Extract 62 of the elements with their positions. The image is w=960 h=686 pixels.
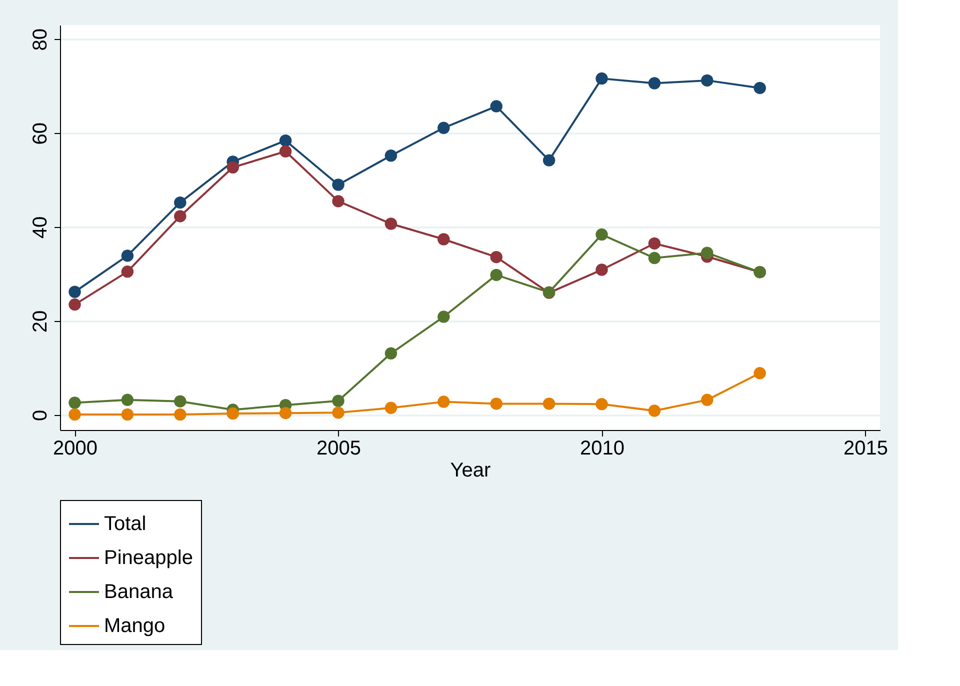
x-axis-title: Year — [450, 460, 492, 482]
point — [490, 100, 502, 112]
point — [332, 406, 344, 419]
point — [596, 72, 608, 85]
point — [701, 74, 714, 87]
point — [438, 396, 450, 408]
point — [226, 161, 239, 174]
y-tick-label: 80 — [30, 28, 52, 51]
point — [384, 218, 398, 230]
point — [438, 233, 450, 246]
y-tick-label: 60 — [30, 122, 52, 145]
point — [279, 134, 292, 147]
point — [68, 298, 81, 311]
point — [542, 154, 556, 166]
legend-label: Total — [104, 513, 146, 535]
point — [121, 408, 134, 421]
point — [701, 246, 714, 259]
point — [490, 268, 502, 282]
point — [648, 252, 661, 264]
point — [701, 394, 714, 406]
point — [174, 210, 186, 222]
point — [384, 150, 398, 162]
point — [648, 77, 661, 90]
point — [438, 122, 450, 134]
x-tick-label: 2000 — [53, 438, 98, 460]
point — [68, 396, 81, 409]
point — [174, 196, 186, 209]
x-tick-label: 2015 — [843, 438, 888, 460]
point — [121, 394, 134, 406]
point — [121, 250, 134, 262]
point — [174, 408, 186, 421]
legend-label: Banana — [104, 581, 174, 603]
point — [332, 195, 344, 208]
point — [384, 347, 398, 360]
point — [490, 398, 502, 410]
point — [490, 250, 502, 264]
y-tick-label: 40 — [30, 216, 52, 239]
point — [279, 145, 292, 158]
point — [648, 404, 661, 417]
x-tick-label: 2010 — [580, 438, 624, 460]
point — [332, 178, 344, 191]
y-tick-label: 20 — [30, 310, 52, 333]
point — [68, 286, 81, 298]
point — [68, 408, 81, 421]
point — [174, 395, 186, 408]
point — [332, 394, 344, 407]
point — [542, 398, 556, 410]
point — [596, 398, 608, 410]
point — [384, 402, 398, 414]
legend-label: Pineapple — [104, 547, 193, 569]
x-tick-label: 2005 — [316, 438, 361, 460]
point — [121, 266, 134, 278]
point — [596, 228, 608, 241]
point — [596, 264, 608, 276]
point — [226, 407, 239, 420]
point — [754, 82, 766, 94]
legend-label: Mango — [104, 615, 166, 637]
point — [279, 406, 292, 420]
y-tick-label: 0 — [30, 410, 52, 422]
point — [438, 310, 450, 323]
point — [754, 367, 766, 380]
point — [648, 237, 661, 250]
